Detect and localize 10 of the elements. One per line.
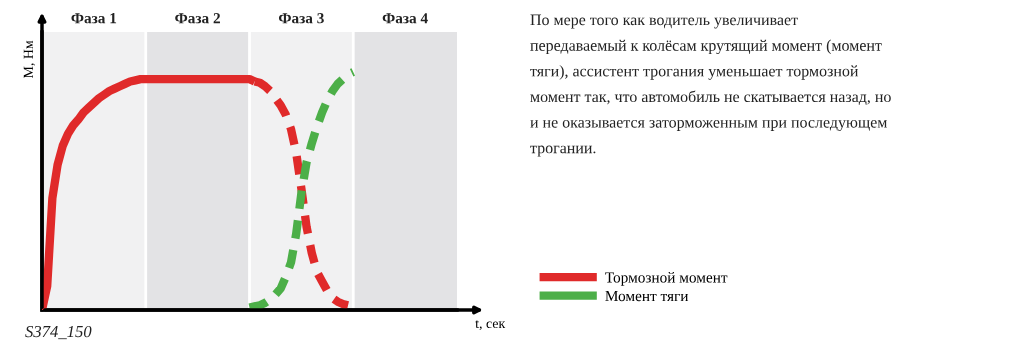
text: Фаза 3 bbox=[278, 13, 324, 24]
text: S374_150 bbox=[25, 325, 92, 340]
legend-label: Тормозной момент bbox=[605, 271, 728, 286]
legend-label: Момент тяги bbox=[605, 290, 689, 302]
text: Фаза 2 bbox=[175, 13, 220, 24]
text: По мере того как водитель увеличивает передаваемый к колёсам крутящий момент (момент тяги), ассистент трогания уменьшает тормозной момент так, что автомобиль не скатывается назад, но и не оказывается заторможенным при последующем трогании. bbox=[530, 14, 891, 157]
text: Фаза 4 bbox=[382, 13, 428, 24]
text: Фаза 1 bbox=[71, 13, 117, 24]
y-axis-title: М, Нм bbox=[23, 40, 36, 79]
x-axis-title: t, сек bbox=[475, 320, 506, 331]
